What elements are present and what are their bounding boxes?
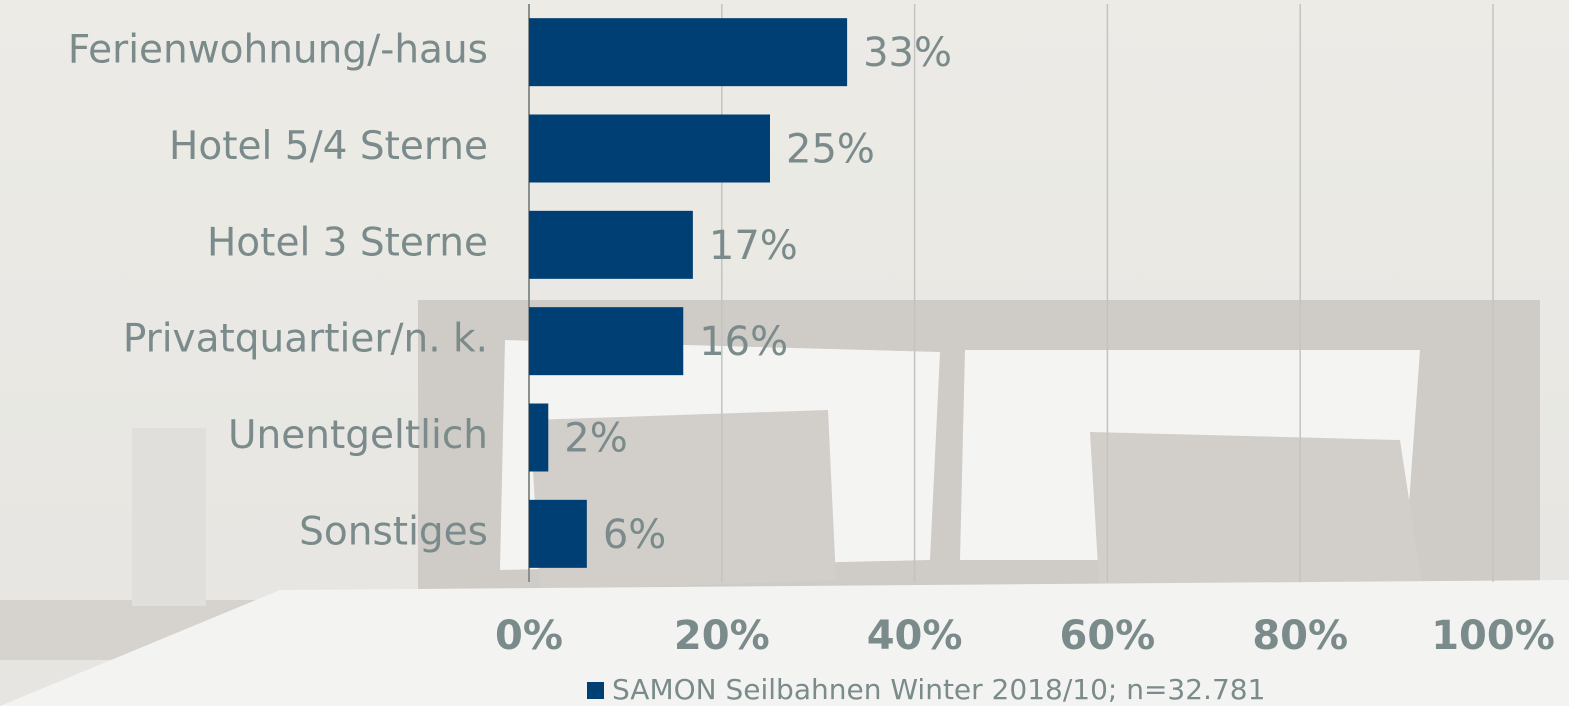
bar [529, 499, 587, 568]
y-tick-label: Hotel 3 Sterne [207, 220, 488, 265]
x-tick-label: 40% [867, 613, 963, 659]
value-label: 17% [709, 223, 798, 269]
x-tick-label: 100% [1431, 613, 1555, 659]
legend-label: SAMON Seilbahnen Winter 2018/10; n=32.78… [612, 673, 1265, 706]
x-tick-label: 0% [495, 613, 563, 659]
value-label: 25% [786, 127, 875, 173]
bar [529, 114, 770, 183]
value-label: 2% [564, 416, 627, 462]
y-tick-label: Sonstiges [299, 509, 488, 554]
y-tick-label: Ferienwohnung/-haus [68, 28, 488, 73]
value-label: 16% [699, 319, 788, 365]
bar [529, 18, 848, 87]
legend-swatch [587, 682, 604, 699]
bar [529, 210, 693, 279]
y-tick-label: Unentgeltlich [228, 413, 488, 458]
value-label: 33% [863, 30, 952, 76]
y-tick-label: Privatquartier/n. k. [123, 317, 488, 362]
bar [529, 403, 549, 472]
value-label: 6% [603, 512, 666, 558]
bar [529, 307, 684, 376]
x-tick-label: 60% [1060, 613, 1156, 659]
y-tick-label: Hotel 5/4 Sterne [169, 124, 488, 169]
x-tick-label: 20% [674, 613, 770, 659]
x-tick-label: 80% [1252, 613, 1348, 659]
